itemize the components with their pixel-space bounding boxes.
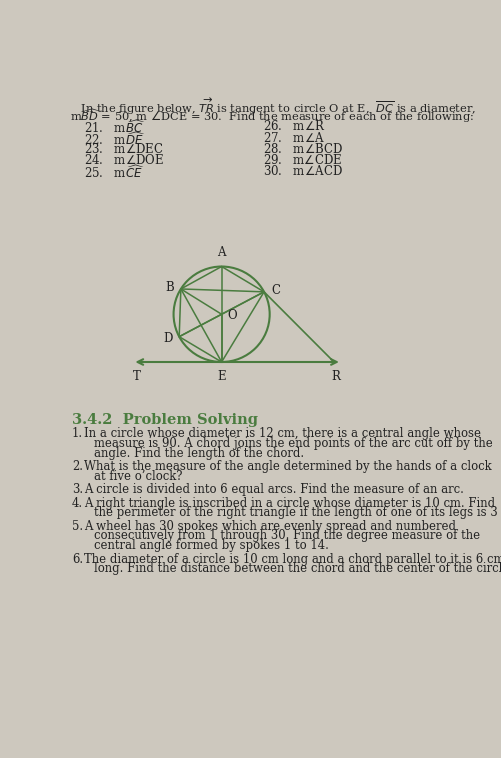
Text: 3.: 3. — [72, 484, 83, 496]
Text: D: D — [162, 332, 172, 345]
Text: 1.: 1. — [72, 428, 83, 440]
Text: C: C — [271, 283, 280, 297]
Text: the perimeter of the right triangle if the length of one of its legs is 3 cm.: the perimeter of the right triangle if t… — [94, 506, 501, 519]
Text: measure is 90. A chord joins the end points of the arc cut off by the: measure is 90. A chord joins the end poi… — [94, 437, 491, 450]
Text: at five o’clock?: at five o’clock? — [94, 470, 182, 483]
Text: long. Find the distance between the chord and the center of the circle.: long. Find the distance between the chor… — [94, 562, 501, 575]
Text: O: O — [226, 309, 236, 322]
Text: 26.   m$\angle$R: 26. m$\angle$R — [262, 120, 325, 133]
Text: 22.   m$\widehat{DE}$: 22. m$\widehat{DE}$ — [84, 130, 146, 148]
Text: In the figure below, $\overrightarrow{TR}$ is tangent to circle O at E,  $\overl: In the figure below, $\overrightarrow{TR… — [70, 97, 476, 117]
Text: 30.   m$\angle$ACD: 30. m$\angle$ACD — [262, 164, 342, 178]
Text: The diameter of a circle is 10 cm long and a chord parallel to it is 6 cm: The diameter of a circle is 10 cm long a… — [84, 553, 501, 565]
Text: 28.   m$\angle$BCD: 28. m$\angle$BCD — [262, 142, 342, 156]
Text: 2.: 2. — [72, 460, 83, 473]
Text: T: T — [133, 370, 141, 383]
Text: 4.: 4. — [72, 496, 83, 509]
Text: central angle formed by spokes 1 to 14.: central angle formed by spokes 1 to 14. — [94, 539, 328, 552]
Text: A circle is divided into 6 equal arcs. Find the measure of an arc.: A circle is divided into 6 equal arcs. F… — [84, 484, 463, 496]
Text: consecutively from 1 through 30. Find the degree measure of the: consecutively from 1 through 30. Find th… — [94, 530, 479, 543]
Text: 27.   m$\angle$A: 27. m$\angle$A — [262, 130, 324, 145]
Text: 6.: 6. — [72, 553, 83, 565]
Text: E: E — [217, 370, 225, 383]
Text: R: R — [331, 370, 339, 383]
Text: B: B — [165, 281, 173, 294]
Text: angle. Find the length of the chord.: angle. Find the length of the chord. — [94, 446, 303, 459]
Text: 5.: 5. — [72, 520, 83, 533]
Text: What is the measure of the angle determined by the hands of a clock: What is the measure of the angle determi… — [84, 460, 491, 473]
Text: 24.   m$\angle$DOE: 24. m$\angle$DOE — [84, 153, 164, 167]
Text: In a circle whose diameter is 12 cm, there is a central angle whose: In a circle whose diameter is 12 cm, the… — [84, 428, 480, 440]
Text: 23.   m$\angle$DEC: 23. m$\angle$DEC — [84, 142, 164, 156]
Text: A: A — [217, 246, 225, 258]
Text: 29.   m$\angle$CDE: 29. m$\angle$CDE — [262, 153, 341, 167]
Text: A right triangle is inscribed in a circle whose diameter is 10 cm. Find: A right triangle is inscribed in a circl… — [84, 496, 494, 509]
Text: 3.4.2  Problem Solving: 3.4.2 Problem Solving — [72, 413, 258, 427]
Text: 21.   m$\widehat{BC}$: 21. m$\widehat{BC}$ — [84, 120, 145, 136]
Text: 25.   m$\widehat{CE}$: 25. m$\widehat{CE}$ — [84, 164, 145, 181]
Text: A wheel has 30 spokes which are evenly spread and numbered: A wheel has 30 spokes which are evenly s… — [84, 520, 455, 533]
Text: m$\widehat{BD}$ = 50, m $\angle$DCE = 30.  Find the measure of each of the follo: m$\widehat{BD}$ = 50, m $\angle$DCE = 30… — [70, 107, 473, 125]
